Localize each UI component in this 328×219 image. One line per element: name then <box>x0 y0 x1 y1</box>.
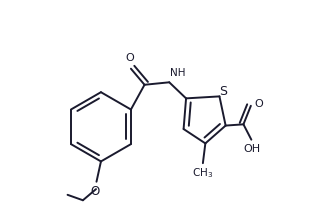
Text: OH: OH <box>244 144 261 154</box>
Text: O: O <box>125 53 134 63</box>
Text: O: O <box>90 185 99 198</box>
Text: O: O <box>255 99 264 109</box>
Text: CH$_3$: CH$_3$ <box>192 166 214 180</box>
Text: NH: NH <box>171 68 186 78</box>
Text: S: S <box>219 85 227 98</box>
